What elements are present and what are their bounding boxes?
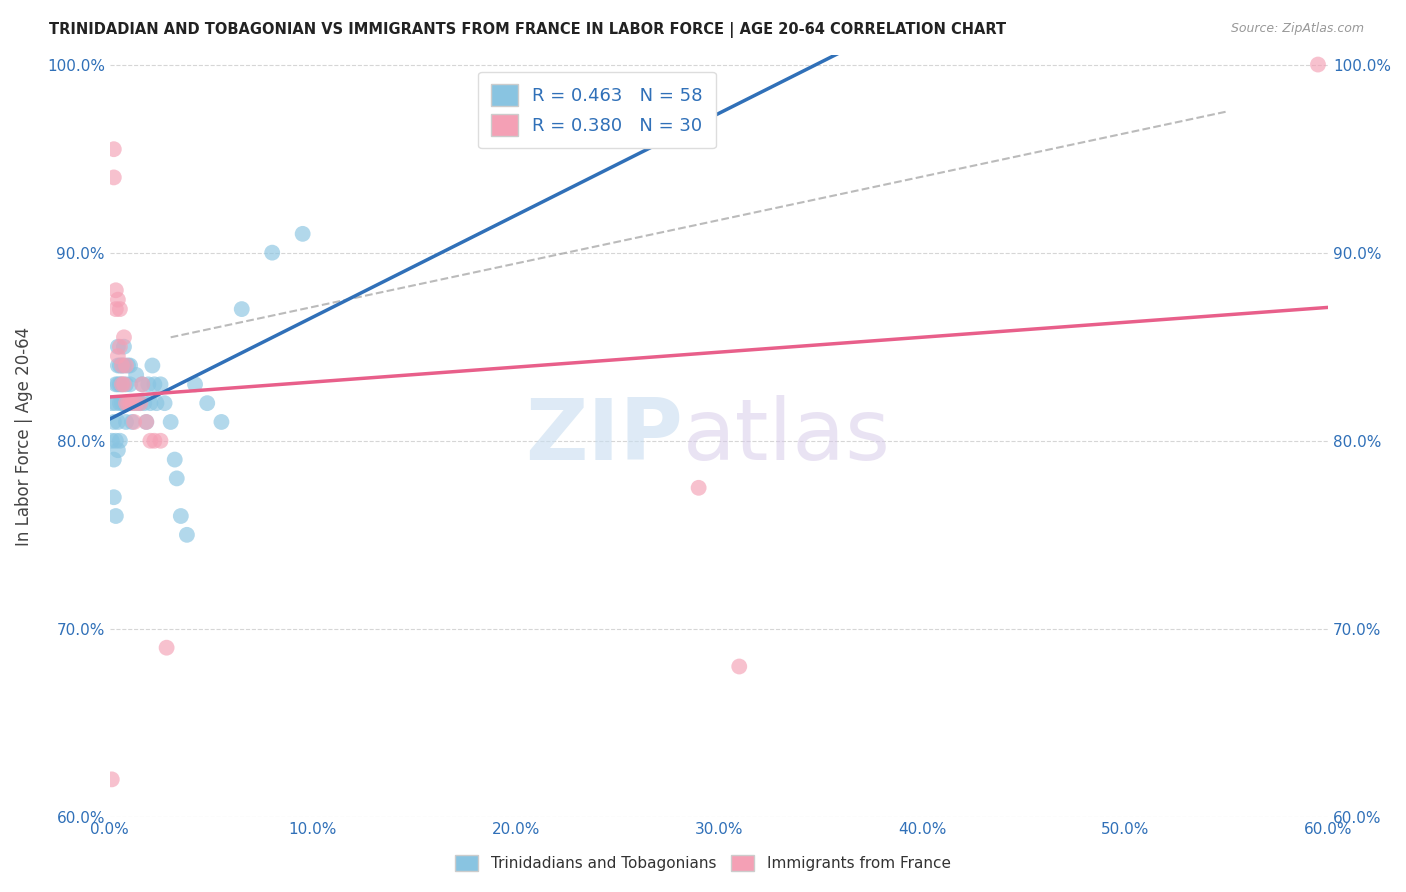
Point [143,434,166,448]
Point [176,528,198,542]
Point [107,415,129,429]
Point [104,377,127,392]
Point [107,340,129,354]
Point [108,377,131,392]
Point [120,396,142,410]
Point [111,396,134,410]
Point [111,377,134,392]
Point [149,377,172,392]
Point [115,359,138,373]
Point [104,302,127,317]
Point [112,330,135,344]
Point [107,349,129,363]
Point [107,293,129,307]
Point [291,227,314,241]
Point [121,396,143,410]
Point [115,396,138,410]
Point [104,283,127,297]
Point [108,302,131,317]
Point [170,508,193,523]
Point [122,415,145,429]
Point [111,377,134,392]
Point [131,377,153,392]
Point [117,396,139,410]
Point [112,396,135,410]
Point [117,359,139,373]
Point [121,415,143,429]
Point [135,415,157,429]
Legend: Trinidadians and Tobagonians, Immigrants from France: Trinidadians and Tobagonians, Immigrants… [450,849,956,877]
Point [112,377,135,392]
Point [139,434,162,448]
Point [120,377,142,392]
Point [145,396,167,410]
Point [129,396,152,410]
Point [135,415,157,429]
Point [101,434,124,448]
Point [112,340,135,354]
Legend: R = 0.463   N = 58, R = 0.380   N = 30: R = 0.463 N = 58, R = 0.380 N = 30 [478,71,716,148]
Point [231,302,253,317]
Point [129,396,152,410]
Point [115,377,138,392]
Point [122,396,145,410]
Point [141,359,163,373]
Point [163,452,186,467]
Point [103,170,125,185]
Point [155,640,177,655]
Text: Source: ZipAtlas.com: Source: ZipAtlas.com [1230,22,1364,36]
Point [184,377,207,392]
Point [262,245,284,260]
Text: TRINIDADIAN AND TOBAGONIAN VS IMMIGRANTS FROM FRANCE IN LABOR FORCE | AGE 20-64 : TRINIDADIAN AND TOBAGONIAN VS IMMIGRANTS… [49,22,1007,38]
Text: atlas: atlas [682,394,890,477]
Point [166,471,188,485]
Point [108,359,131,373]
Point [104,508,127,523]
Point [107,359,129,373]
Point [134,396,156,410]
Point [108,396,131,410]
Point [159,415,181,429]
Point [153,396,176,410]
Point [115,396,138,410]
Point [120,396,142,410]
Point [101,396,124,410]
Point [108,340,131,354]
Point [107,443,129,458]
Point [115,415,138,429]
Point [136,377,159,392]
Point [728,659,751,673]
Point [101,772,124,787]
Point [104,396,127,410]
Point [120,359,142,373]
Point [104,434,127,448]
Point [107,377,129,392]
Point [108,434,131,448]
Point [209,415,232,429]
Point [117,396,139,410]
Point [125,368,148,382]
Point [149,434,172,448]
Point [111,359,134,373]
Point [103,452,125,467]
Point [131,377,153,392]
Point [111,359,134,373]
Point [127,396,149,410]
Point [688,481,710,495]
Y-axis label: In Labor Force | Age 20-64: In Labor Force | Age 20-64 [15,326,32,546]
Point [143,377,166,392]
Point [112,359,135,373]
Point [103,142,125,156]
Point [195,396,218,410]
Point [125,396,148,410]
Point [139,396,162,410]
Text: ZIP: ZIP [524,394,682,477]
Point [103,490,125,504]
Point [103,415,125,429]
Point [1306,57,1329,71]
